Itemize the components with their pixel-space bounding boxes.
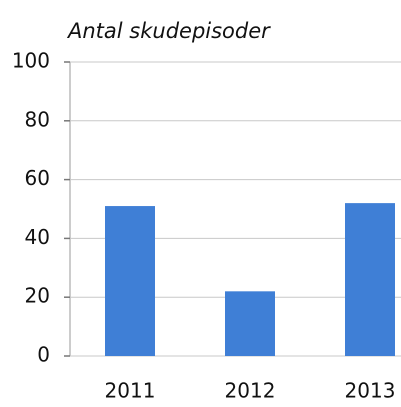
bar: [105, 206, 155, 356]
x-tick-label: 2012: [225, 379, 276, 403]
y-tick-label: 80: [25, 107, 50, 131]
y-tick-label: 60: [25, 166, 50, 190]
y-tick-label: 20: [25, 284, 50, 308]
y-tick-label: 100: [12, 49, 50, 73]
y-tick-label: 40: [25, 225, 50, 249]
bar: [345, 203, 395, 356]
bar: [225, 291, 275, 356]
y-tick-label: 0: [37, 343, 50, 367]
chart-title: Antal skudepisoder: [66, 19, 271, 43]
x-tick-label: 2011: [105, 379, 156, 403]
x-tick-label: 2013: [345, 379, 396, 403]
